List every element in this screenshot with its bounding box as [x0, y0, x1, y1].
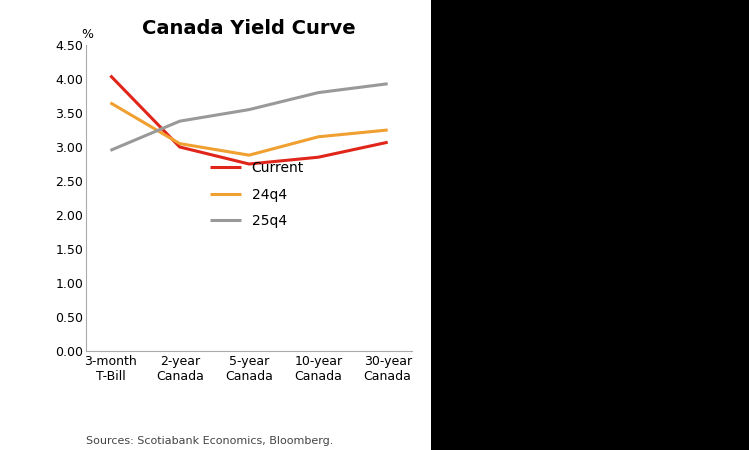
Line: 24q4: 24q4	[110, 103, 388, 155]
24q4	[314, 134, 323, 140]
25q4	[245, 107, 254, 112]
25q4	[106, 148, 115, 153]
24q4	[383, 127, 392, 133]
Current	[245, 161, 254, 166]
Text: %: %	[82, 28, 94, 41]
Current	[383, 140, 392, 145]
24q4	[106, 100, 115, 105]
Current	[314, 154, 323, 160]
25q4	[314, 90, 323, 95]
25q4	[175, 118, 184, 124]
Line: 25q4: 25q4	[110, 84, 388, 150]
Text: Sources: Scotiabank Economics, Bloomberg.: Sources: Scotiabank Economics, Bloomberg…	[86, 436, 333, 446]
25q4	[383, 81, 392, 86]
Current	[106, 73, 115, 78]
Title: Canada Yield Curve: Canada Yield Curve	[142, 19, 356, 38]
Legend: Current, 24q4, 25q4: Current, 24q4, 25q4	[210, 161, 304, 228]
24q4	[175, 141, 184, 146]
Current	[175, 144, 184, 150]
24q4	[245, 153, 254, 158]
Line: Current: Current	[110, 76, 388, 164]
